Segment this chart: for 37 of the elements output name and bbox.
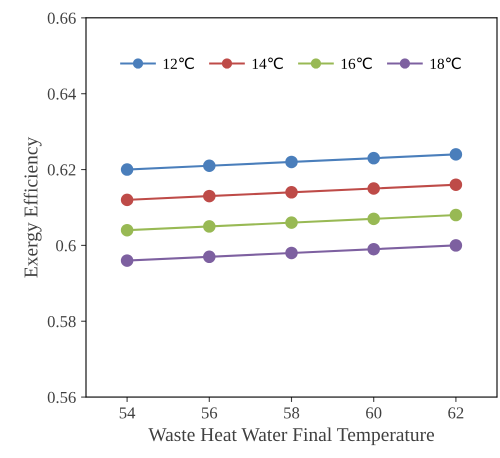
point [203, 160, 216, 172]
x-tick-label: 60 [366, 407, 382, 419]
x-tick-label: 56 [202, 407, 218, 419]
point [203, 250, 216, 264]
y-tick-label: 0.66 [48, 12, 76, 24]
x-tick-label: 54 [120, 407, 136, 419]
legend-label: 14℃ [252, 58, 283, 70]
point [367, 152, 380, 164]
point [120, 194, 134, 206]
legend-label: 16℃ [342, 58, 372, 70]
x-tick-label: 58 [284, 407, 300, 419]
point [450, 148, 462, 161]
y-tick-label: 0.56 [48, 392, 76, 404]
point [367, 242, 380, 256]
point [285, 186, 298, 199]
y-axis-title: Exergy Efficiency [24, 136, 42, 278]
point [367, 182, 380, 195]
point [450, 208, 462, 222]
point [367, 212, 380, 226]
y-tick-label: 0.58 [48, 316, 76, 328]
point [120, 254, 134, 267]
point [450, 239, 462, 252]
point [450, 178, 462, 191]
y-tick-label: 0.62 [48, 164, 76, 176]
point [285, 156, 298, 168]
point [120, 163, 134, 176]
point [203, 190, 216, 202]
point [285, 216, 298, 229]
point [285, 246, 298, 260]
point [120, 224, 134, 236]
point [203, 220, 216, 233]
legend-label: 18℃ [430, 58, 461, 70]
y-tick-label: 0.6 [56, 240, 76, 252]
legend-label: 12℃ [164, 58, 194, 70]
y-tick-label: 0.64 [48, 88, 76, 100]
x-axis-title: Waste Heat Water Final Temperature [148, 427, 434, 446]
x-tick-label: 62 [448, 407, 464, 419]
